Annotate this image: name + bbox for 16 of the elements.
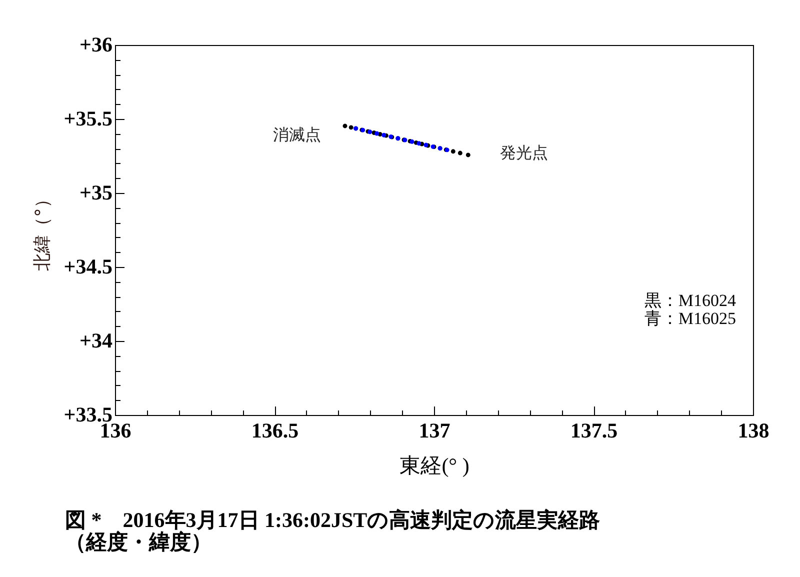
x-axis-title: 東経(° ) <box>400 454 470 478</box>
y-tick-label: +35.5 <box>64 106 112 130</box>
annotation: 発光点 <box>500 142 548 162</box>
text: 図 * 2016年3月17日 1:36:02JSTの高速判定の流星実経路（経度・緯度） <box>65 508 600 554</box>
x-tick-label: 137 <box>418 418 450 442</box>
x-tick-label: 138 <box>738 418 770 442</box>
annotation: 黒：M16024 <box>644 291 736 310</box>
annotation: 青：M16025 <box>644 309 736 328</box>
y-axis-title: 北緯（°） <box>32 190 53 271</box>
annotation: 消滅点 <box>273 124 321 144</box>
y-tick-label: +36 <box>80 32 112 56</box>
x-tick-label: 136.5 <box>251 418 299 442</box>
y-tick-label: +35 <box>80 180 112 204</box>
y-tick-label: +34 <box>80 328 113 352</box>
y-tick-label: +34.5 <box>64 254 112 278</box>
x-tick-label: 137.5 <box>570 418 618 442</box>
